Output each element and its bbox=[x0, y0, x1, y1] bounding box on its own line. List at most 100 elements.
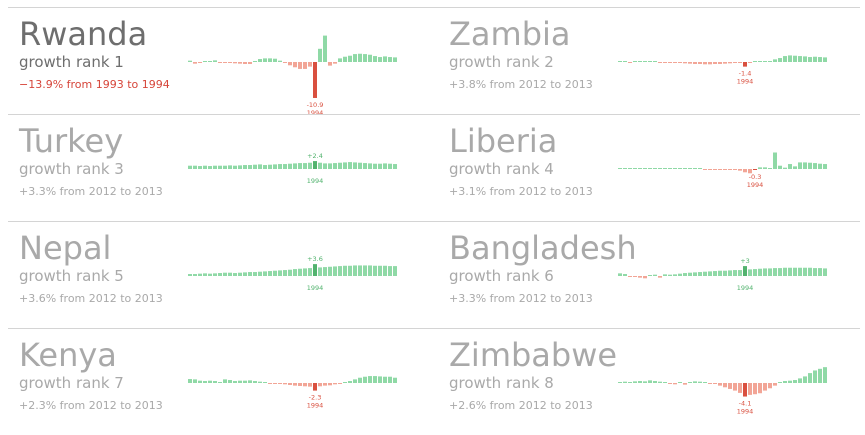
data-bar bbox=[388, 57, 392, 62]
data-bar bbox=[763, 61, 767, 62]
country-card-kenya[interactable]: Kenya growth rank 7 +2.3% from 2012 to 2… bbox=[8, 329, 434, 435]
data-bar bbox=[693, 381, 697, 383]
data-bar bbox=[808, 57, 812, 62]
highlight-bar bbox=[313, 62, 317, 98]
data-bar bbox=[303, 383, 307, 387]
data-bar bbox=[223, 379, 227, 383]
data-bar bbox=[668, 274, 672, 276]
data-bar bbox=[698, 381, 702, 383]
data-bar bbox=[683, 62, 687, 64]
data-bar bbox=[328, 62, 332, 66]
data-bar bbox=[648, 275, 652, 276]
data-bar bbox=[248, 380, 252, 383]
data-bar bbox=[763, 167, 767, 169]
data-bar bbox=[643, 276, 647, 279]
data-bar bbox=[278, 164, 282, 169]
data-bar bbox=[343, 265, 347, 276]
data-bar bbox=[338, 162, 342, 169]
data-bar bbox=[343, 382, 347, 383]
data-bar bbox=[623, 274, 627, 276]
data-bar bbox=[768, 268, 772, 276]
data-bar bbox=[783, 267, 787, 276]
data-bar bbox=[798, 378, 802, 383]
data-bar bbox=[738, 270, 742, 276]
data-bar bbox=[363, 265, 367, 276]
data-bar bbox=[713, 383, 717, 384]
highlight-bar bbox=[313, 264, 317, 276]
data-bar bbox=[293, 62, 297, 68]
data-bar bbox=[648, 61, 652, 62]
data-bar bbox=[778, 58, 782, 62]
data-bar bbox=[653, 168, 657, 169]
data-bar bbox=[323, 163, 327, 169]
growth-rank-label: growth rank 2 bbox=[449, 53, 554, 71]
data-bar bbox=[363, 376, 367, 383]
data-bar bbox=[753, 61, 757, 62]
data-bar bbox=[243, 62, 247, 64]
data-bar bbox=[383, 376, 387, 383]
data-bar bbox=[623, 168, 627, 169]
data-bar bbox=[688, 62, 692, 64]
data-bar bbox=[778, 268, 782, 276]
data-bar bbox=[248, 165, 252, 169]
highlight-value-label: +3.6 bbox=[307, 255, 323, 263]
data-bar bbox=[738, 383, 742, 393]
growth-change-text: +3.1% from 2012 to 2013 bbox=[449, 185, 593, 198]
data-bar bbox=[373, 163, 377, 169]
data-bar bbox=[218, 382, 222, 383]
data-bar bbox=[388, 266, 392, 276]
country-card-liberia[interactable]: Liberia growth rank 4 +3.1% from 2012 to… bbox=[438, 115, 864, 221]
data-bar bbox=[618, 61, 622, 62]
data-bar bbox=[353, 162, 357, 169]
data-bar bbox=[793, 166, 797, 169]
data-bar bbox=[758, 268, 762, 276]
data-bar bbox=[803, 56, 807, 62]
data-bar bbox=[373, 265, 377, 276]
data-bar bbox=[813, 163, 817, 169]
country-card-turkey[interactable]: Turkey growth rank 3 +3.3% from 2012 to … bbox=[8, 115, 434, 221]
data-bar bbox=[328, 163, 332, 169]
data-bar bbox=[238, 380, 242, 383]
highlight-bar bbox=[313, 383, 317, 391]
data-bar bbox=[283, 383, 287, 385]
data-bar bbox=[723, 270, 727, 276]
data-bar bbox=[728, 270, 732, 276]
data-bar bbox=[368, 265, 372, 276]
data-bar bbox=[373, 376, 377, 383]
country-grid: Rwanda growth rank 1 −13.9% from 1993 to… bbox=[8, 7, 860, 433]
data-bar bbox=[213, 60, 217, 62]
data-bar bbox=[243, 272, 247, 276]
data-bar bbox=[253, 61, 257, 62]
data-bar bbox=[648, 380, 652, 383]
data-bar bbox=[198, 62, 202, 63]
country-card-rwanda[interactable]: Rwanda growth rank 1 −13.9% from 1993 to… bbox=[8, 8, 434, 117]
highlight-value-label: -2.3 bbox=[309, 394, 322, 402]
data-bar bbox=[388, 163, 392, 169]
country-card-zambia[interactable]: Zambia growth rank 2 +3.8% from 2012 to … bbox=[438, 8, 864, 114]
data-bar bbox=[208, 166, 212, 169]
data-bar bbox=[758, 383, 762, 394]
data-bar bbox=[333, 383, 337, 385]
data-bar bbox=[308, 268, 312, 276]
data-bar bbox=[248, 272, 252, 276]
data-bar bbox=[218, 273, 222, 276]
data-bar bbox=[203, 273, 207, 276]
data-bar bbox=[798, 162, 802, 169]
data-bar bbox=[378, 163, 382, 169]
growth-change-text: +2.6% from 2012 to 2013 bbox=[449, 399, 593, 412]
data-bar bbox=[668, 383, 672, 384]
data-bar bbox=[233, 165, 237, 169]
country-card-zimbabwe[interactable]: Zimbabwe growth rank 8 +2.6% from 2012 t… bbox=[438, 329, 864, 435]
data-bar bbox=[193, 379, 197, 383]
data-bar bbox=[253, 164, 257, 169]
data-bar bbox=[223, 165, 227, 169]
data-bar bbox=[228, 272, 232, 276]
country-card-nepal[interactable]: Nepal growth rank 5 +3.6% from 2012 to 2… bbox=[8, 222, 434, 328]
data-bar bbox=[643, 381, 647, 383]
growth-change-text: +2.3% from 2012 to 2013 bbox=[19, 399, 163, 412]
data-bar bbox=[823, 367, 827, 383]
growth-rank-label: growth rank 3 bbox=[19, 160, 124, 178]
country-card-bangladesh[interactable]: Bangladesh growth rank 6 +3.3% from 2012… bbox=[438, 222, 864, 328]
data-bar bbox=[393, 266, 397, 276]
